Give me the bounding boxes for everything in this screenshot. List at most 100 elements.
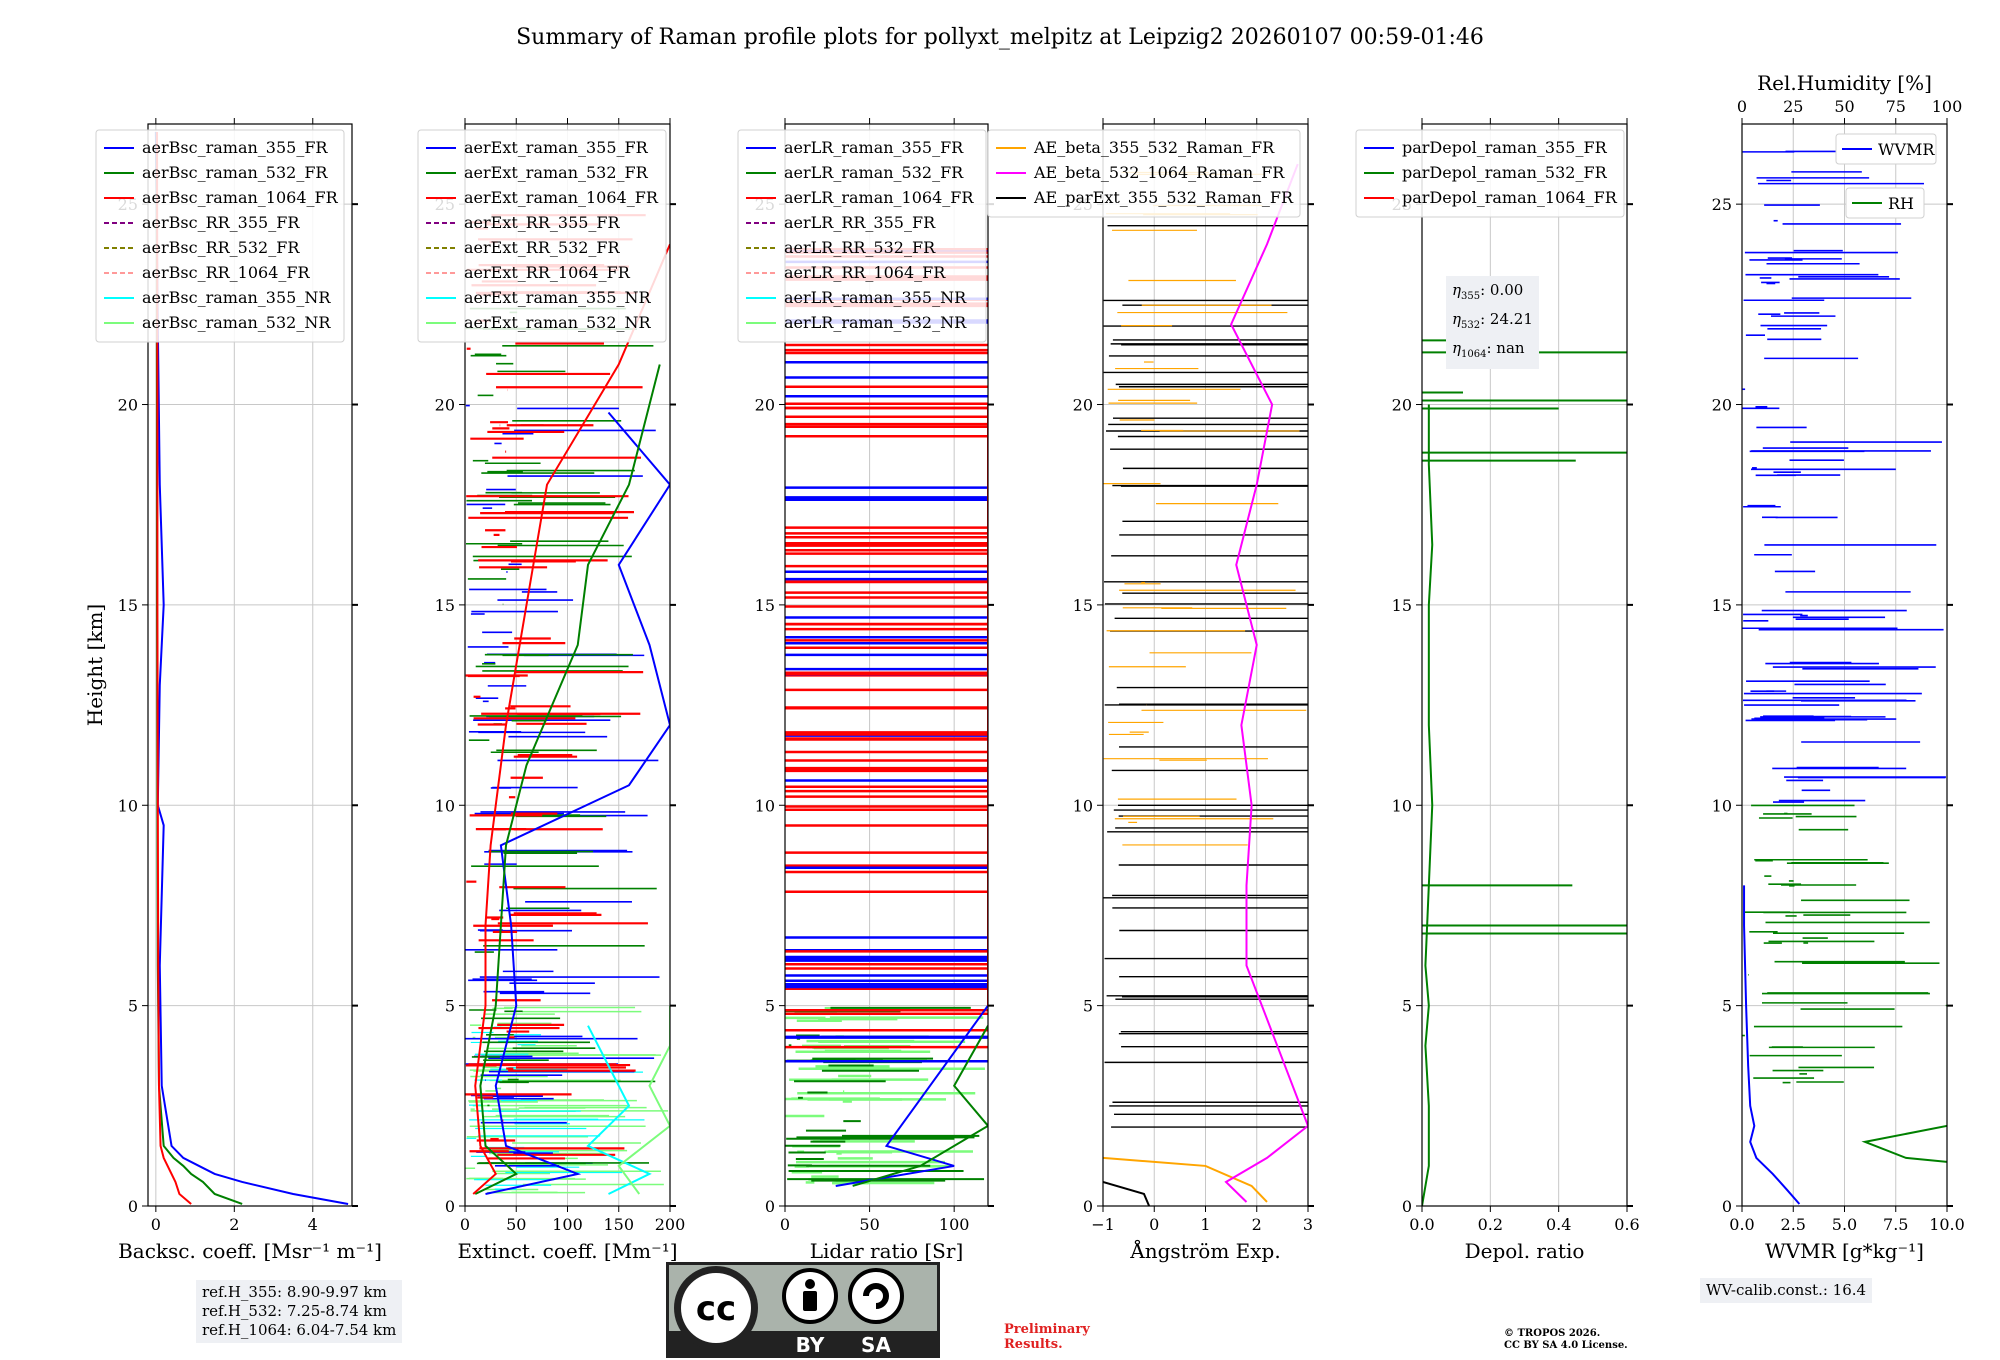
preliminary-line-2: Results.	[1004, 1337, 1063, 1352]
series-line-AE_beta_532_1064_Raman_FR	[1224, 163, 1308, 1203]
x-axis-label: WVMR [g*kg⁻¹]	[1765, 1239, 1924, 1263]
legend-label: aerExt_raman_355_FR	[464, 138, 649, 157]
y-tick-label: 0	[1402, 1197, 1412, 1216]
x-tick-label: −1	[1091, 1215, 1115, 1234]
x-tick-label: 100	[552, 1215, 583, 1234]
y-tick-label: 10	[1712, 796, 1732, 815]
legend-label: aerExt_raman_532_NR	[464, 313, 652, 332]
legend-box	[1835, 133, 1937, 165]
x-tick-label: 0.0	[1409, 1215, 1434, 1234]
series-line-aerLR_raman_355_FR	[835, 404, 988, 1187]
legend-label: parDepol_raman_532_FR	[1402, 163, 1608, 182]
legend-label: RH	[1888, 194, 1914, 213]
sa-share-arc	[863, 1283, 889, 1309]
eta-1064-value: nan	[1496, 339, 1525, 357]
x2-axis-label: Rel.Humidity [%]	[1757, 71, 1932, 95]
x-tick-label: 7.5	[1883, 1215, 1908, 1234]
y-tick-label: 10	[1392, 796, 1412, 815]
cc-logo-text: cc	[696, 1289, 736, 1329]
legend-label: parDepol_raman_355_FR	[1402, 138, 1608, 157]
x-tick-label: 0.4	[1546, 1215, 1571, 1234]
y-tick-label: 15	[118, 596, 138, 615]
cc-logo-icon	[681, 1273, 751, 1343]
y-tick-label: 0	[1722, 1197, 1732, 1216]
y-tick-label: 20	[435, 396, 455, 415]
legend-box	[1845, 187, 1925, 219]
x-tick-label: 0.0	[1729, 1215, 1754, 1234]
y-tick-label: 10	[435, 796, 455, 815]
axes-frame	[784, 123, 989, 1207]
x2-tick-label: 100	[1932, 97, 1963, 116]
y-tick-label: 15	[1073, 596, 1093, 615]
y-tick-label: 15	[1392, 596, 1412, 615]
panel-wvmr: 0.0 2.5 5.0 7.5 10.0 0 5 10 15 20 25 WVMR [g*kg⁻¹] 0…	[1712, 71, 1965, 1263]
ref-height-532: ref.H_532: 7.25-8.74 km	[202, 1302, 387, 1320]
x-tick-label: 0	[460, 1215, 470, 1234]
x-tick-label: 100	[939, 1215, 970, 1234]
legend-label: aerBsc_raman_1064_FR	[142, 188, 339, 207]
legend-label: aerLR_raman_532_NR	[784, 313, 967, 332]
y-tick-label: 15	[435, 596, 455, 615]
x-tick-label: 3	[1303, 1215, 1313, 1234]
panel-extinction: 0501001502000510152025Extinct. coeff. [M…	[417, 118, 686, 1263]
by-person-head	[805, 1279, 815, 1289]
x-tick-label: 200	[655, 1215, 686, 1234]
panel-lidar_ratio: 0501000510152025Lidar ratio [Sr]aerLR_ra…	[737, 118, 994, 1263]
y-tick-label: 10	[755, 796, 775, 815]
ref-height-355: ref.H_355: 8.90-9.97 km	[202, 1283, 387, 1301]
y-tick-label: 15	[755, 596, 775, 615]
x-axis-label: Depol. ratio	[1465, 1239, 1585, 1263]
x-tick-label: 5.0	[1832, 1215, 1857, 1234]
y-tick-label: 0	[445, 1197, 455, 1216]
x-axis-label: Ångström Exp.	[1129, 1238, 1280, 1263]
series-line-AE_beta_355_532_Raman_FR	[1103, 1156, 1268, 1203]
eta-355-value: 0.00	[1489, 281, 1524, 299]
y-tick-label: 20	[1073, 396, 1093, 415]
copyright-line-1: © TROPOS 2026.	[1504, 1328, 1601, 1339]
legend-label: aerExt_RR_355_FR	[464, 213, 621, 232]
x-tick-label: 0	[151, 1215, 161, 1234]
series-line-aerBsc_raman_1064_FR	[156, 132, 192, 1205]
legend-label: aerBsc_raman_355_NR	[142, 288, 331, 307]
legend-label: WVMR	[1878, 140, 1935, 159]
copyright-note: © TROPOS 2026. CC BY SA 4.0 License.	[1504, 1328, 1628, 1352]
legend-label: aerBsc_raman_532_NR	[142, 313, 331, 332]
x2-tick-label: 0	[1737, 97, 1747, 116]
wv-calib-box: WV-calib.const.: 16.4	[1700, 1278, 1873, 1303]
panel-backscatter: 0240510152025Backsc. coeff. [Msr⁻¹ m⁻¹]H…	[83, 118, 382, 1263]
cc-by-sa-badge: cc BY SA	[666, 1262, 940, 1358]
x-tick-label: 0.2	[1478, 1215, 1503, 1234]
series-line-aerExt_raman_355_NR	[586, 1025, 652, 1195]
legend-label: aerBsc_raman_532_FR	[142, 163, 328, 182]
legend-box	[737, 129, 987, 343]
y-tick-label: 10	[1073, 796, 1093, 815]
y-tick-label: 5	[1722, 997, 1732, 1016]
x-tick-label: 2	[229, 1215, 239, 1234]
series-line-AE_parExt_355_532_Raman_FR	[1103, 1180, 1151, 1206]
by-person-body	[803, 1291, 817, 1311]
legend-label: parDepol_raman_1064_FR	[1402, 188, 1618, 207]
legend-label: aerExt_raman_355_NR	[464, 288, 652, 307]
legend-label: aerBsc_RR_1064_FR	[142, 263, 311, 282]
x-axis-label: Extinct. coeff. [Mm⁻¹]	[457, 1239, 677, 1263]
y-axis-label: Height [km]	[83, 604, 107, 726]
legend-label: aerLR_RR_355_FR	[784, 213, 936, 232]
data-layer	[1422, 339, 1627, 1206]
x2-tick-label: 75	[1886, 97, 1906, 116]
legend-label: aerLR_RR_1064_FR	[784, 263, 946, 282]
data-layer	[785, 247, 988, 1187]
y-tick-label: 0	[128, 1197, 138, 1216]
y-tick-label: 5	[445, 997, 455, 1016]
eta-1064: η1064: nan	[1452, 339, 1525, 360]
legend-label: aerLR_raman_355_FR	[784, 138, 964, 157]
x2-tick-label: 50	[1834, 97, 1854, 116]
y-tick-label: 10	[118, 796, 138, 815]
y-tick-label: 5	[1083, 997, 1093, 1016]
legend-label: aerBsc_RR_532_FR	[142, 238, 300, 257]
x-tick-label: 150	[603, 1215, 634, 1234]
panel-depol: 0.00.20.40.60510152025Depol. ratioparDep…	[1355, 118, 1640, 1263]
ref-height-1064: ref.H_1064: 6.04-7.54 km	[202, 1321, 397, 1339]
series-line-aerExt_raman_532_NR	[617, 1005, 670, 1195]
legend-label: aerLR_raman_532_FR	[784, 163, 964, 182]
